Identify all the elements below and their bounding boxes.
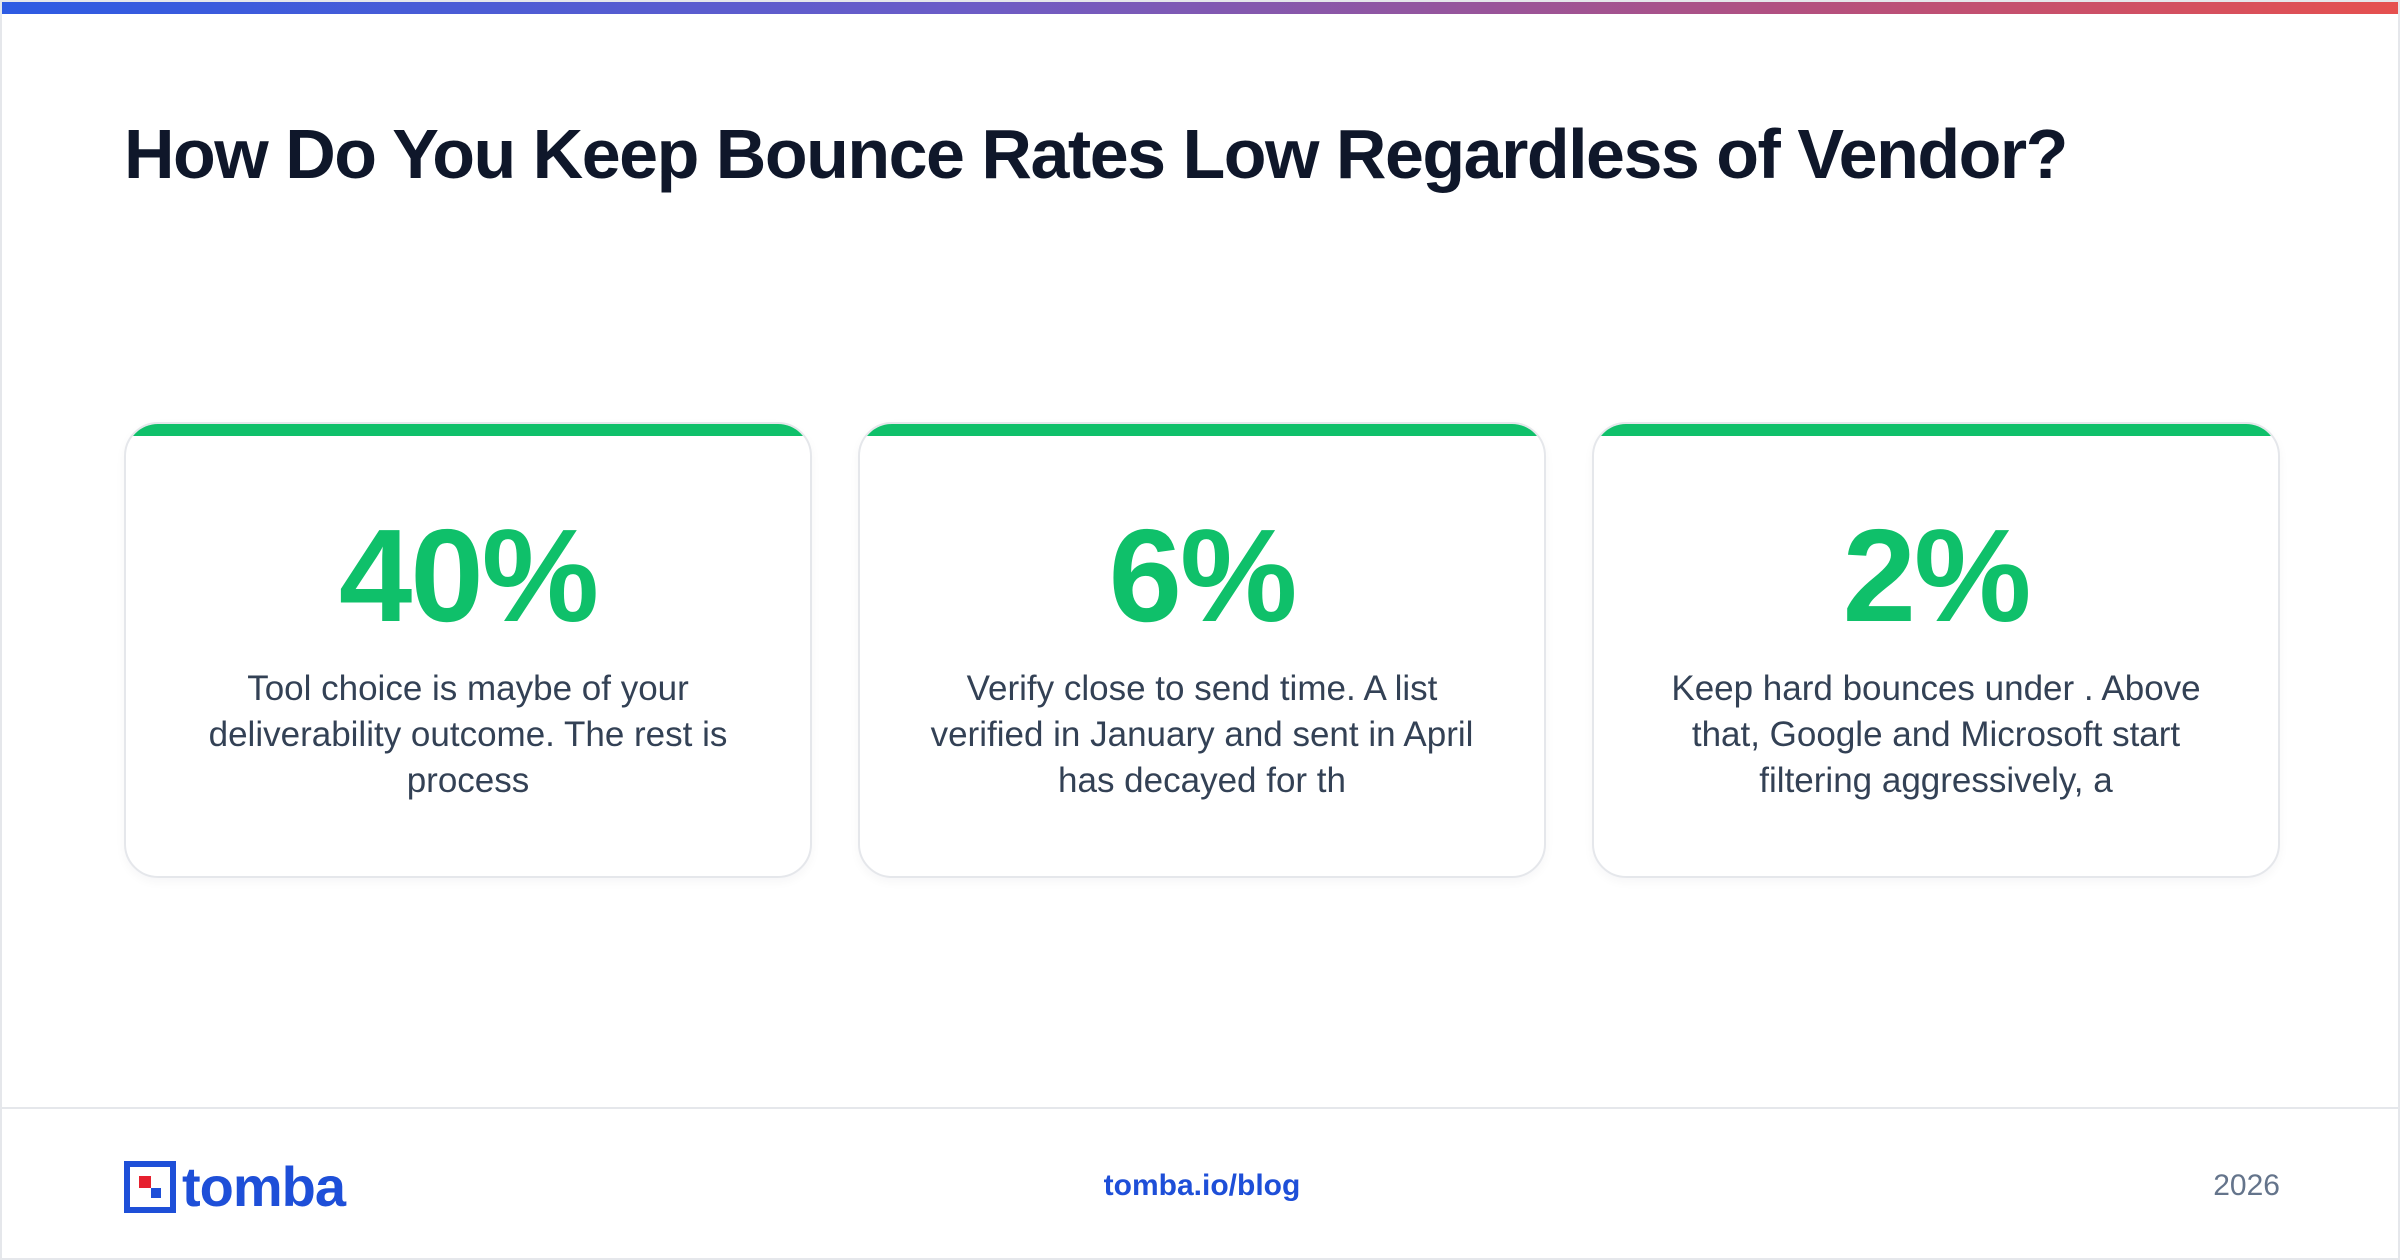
gradient-top-bar: [2, 2, 2398, 14]
stat-card: 6% Verify close to send time. A list ver…: [858, 422, 1546, 878]
blog-link[interactable]: tomba.io/blog: [1103, 1169, 1301, 1202]
stat-description: Keep hard bounces under . Above that, Go…: [1671, 669, 2201, 800]
stat-card: 2% Keep hard bounces under . Above that,…: [1592, 422, 2280, 878]
footer-year: 2026: [2213, 1169, 2280, 1202]
stat-value: 40%: [338, 502, 599, 649]
stat-description: Verify close to send time. A list verifi…: [930, 669, 1474, 800]
stat-card: 40% Tool choice is maybe of your deliver…: [124, 422, 812, 878]
stat-value: 6%: [1108, 502, 1298, 649]
logo-wordmark: tomba: [182, 1155, 346, 1218]
stat-description: Tool choice is maybe of your deliverabil…: [208, 669, 728, 800]
footer: tomba tomba.io/blog 2026: [2, 1107, 2398, 1258]
stat-cards: 40% Tool choice is maybe of your deliver…: [124, 422, 2280, 878]
page-title: How Do You Keep Bounce Rates Low Regardl…: [124, 115, 2068, 193]
tomba-logo-icon: [124, 1161, 176, 1213]
stat-value: 2%: [1842, 502, 2032, 649]
tomba-logo[interactable]: tomba: [124, 1155, 346, 1218]
